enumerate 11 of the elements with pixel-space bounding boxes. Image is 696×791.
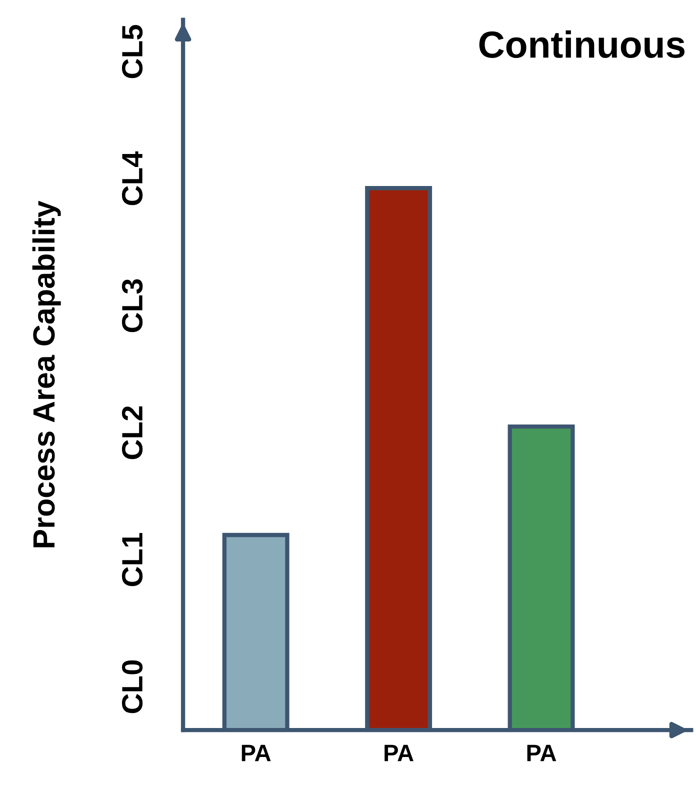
x-tick-label: PA [242,744,271,762]
text: CL5 [122,25,143,78]
text: CL3 [122,279,143,332]
chart-title: Continuous [479,30,685,58]
y-axis-title: Process Area Capability [32,200,61,548]
text: CL1 [122,533,143,586]
text: CL2 [122,406,143,460]
text: CL4 [122,151,143,206]
x-tick-label: PA [527,744,556,762]
x-tick-label: PA [384,744,414,762]
text: CL0 [122,660,143,714]
